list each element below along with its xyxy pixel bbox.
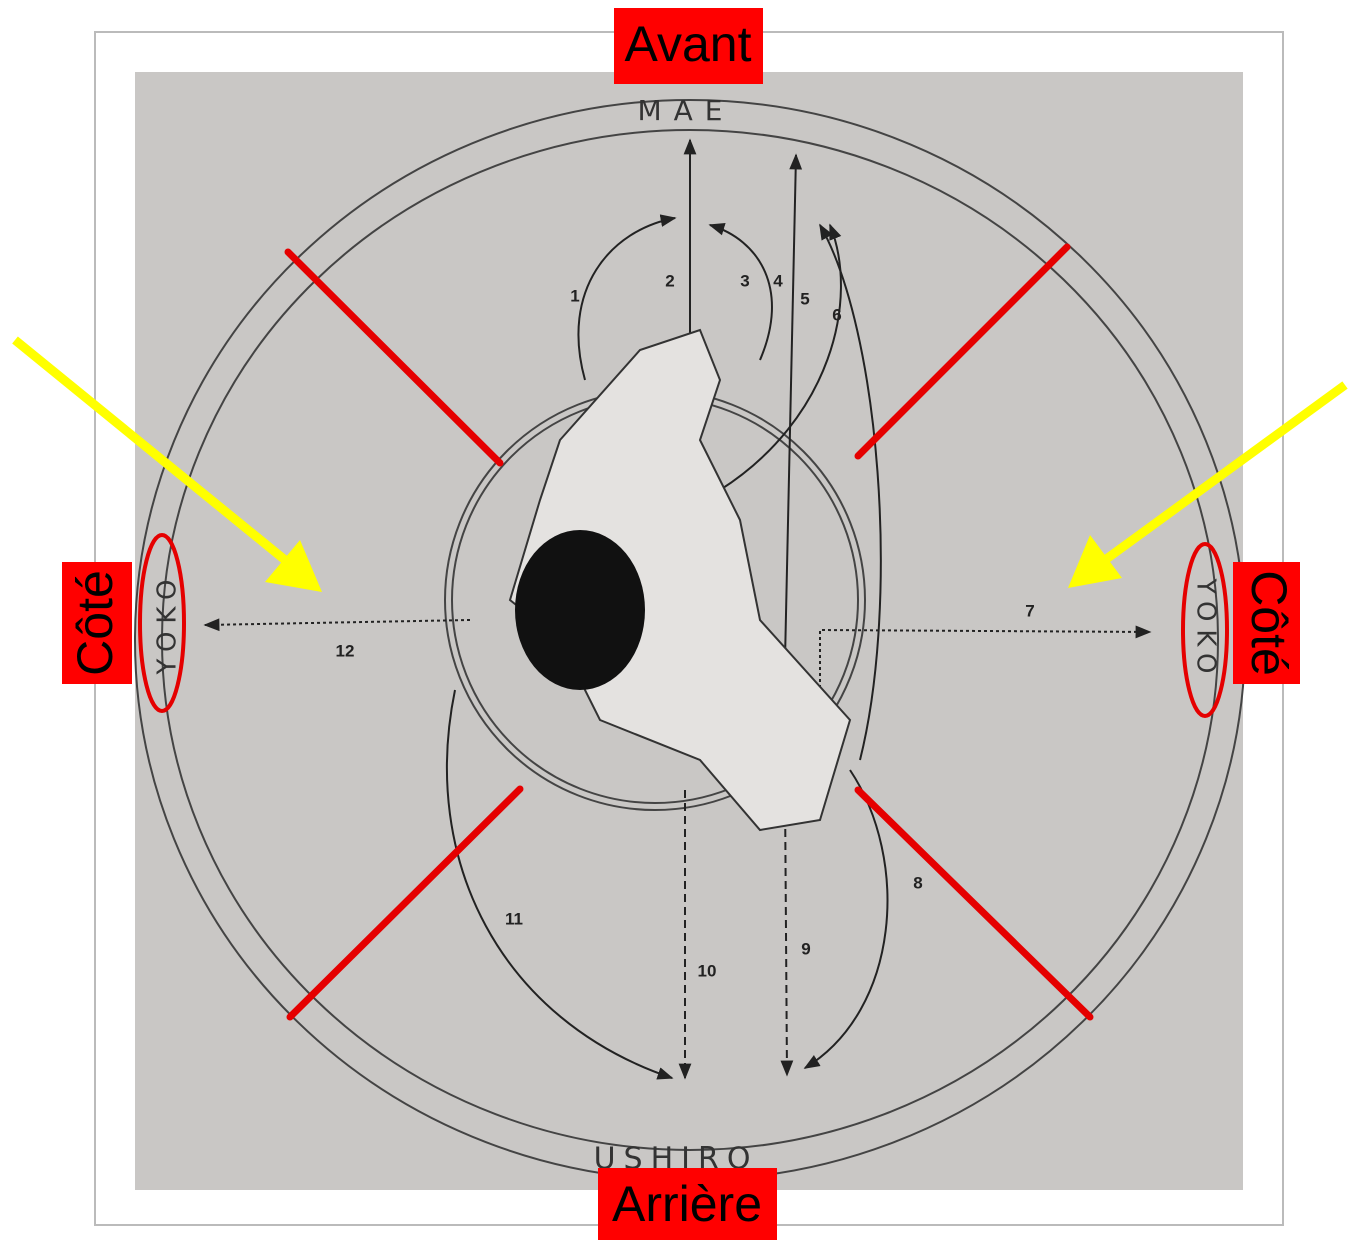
cote-right-label: Côté bbox=[1241, 570, 1297, 676]
head bbox=[515, 530, 645, 690]
direction-number: 12 bbox=[336, 641, 355, 660]
direction-number: 1 bbox=[570, 286, 579, 305]
sector-lines bbox=[284, 243, 1094, 1021]
direction-number: 2 bbox=[665, 271, 674, 290]
avant-label: Avant bbox=[625, 16, 752, 72]
direction-number: 4 bbox=[773, 271, 783, 290]
yoko-left-label: YOKO bbox=[153, 571, 183, 675]
yoko-highlights bbox=[138, 533, 1229, 718]
cote-right-box bbox=[1233, 562, 1300, 684]
direction-number: 7 bbox=[1025, 601, 1034, 620]
judoka bbox=[508, 328, 852, 832]
direction-number: 8 bbox=[913, 873, 922, 892]
mae-label: MAE bbox=[637, 94, 734, 127]
arriere-box bbox=[598, 1168, 777, 1240]
direction-number: 3 bbox=[740, 271, 749, 290]
direction-number: 10 bbox=[698, 961, 717, 980]
direction-number: 6 bbox=[832, 305, 841, 324]
direction-number: 9 bbox=[801, 939, 810, 958]
cote-left-label: Côté bbox=[67, 570, 123, 676]
avant-box bbox=[614, 8, 763, 84]
cote-left-box bbox=[62, 562, 132, 684]
yoko-right-label: YOKO bbox=[1191, 577, 1221, 681]
direction-number: 11 bbox=[505, 909, 523, 928]
direction-number: 5 bbox=[800, 289, 809, 308]
yellow-arrows bbox=[12, 336, 1348, 592]
arriere-label: Arrière bbox=[612, 1176, 762, 1232]
